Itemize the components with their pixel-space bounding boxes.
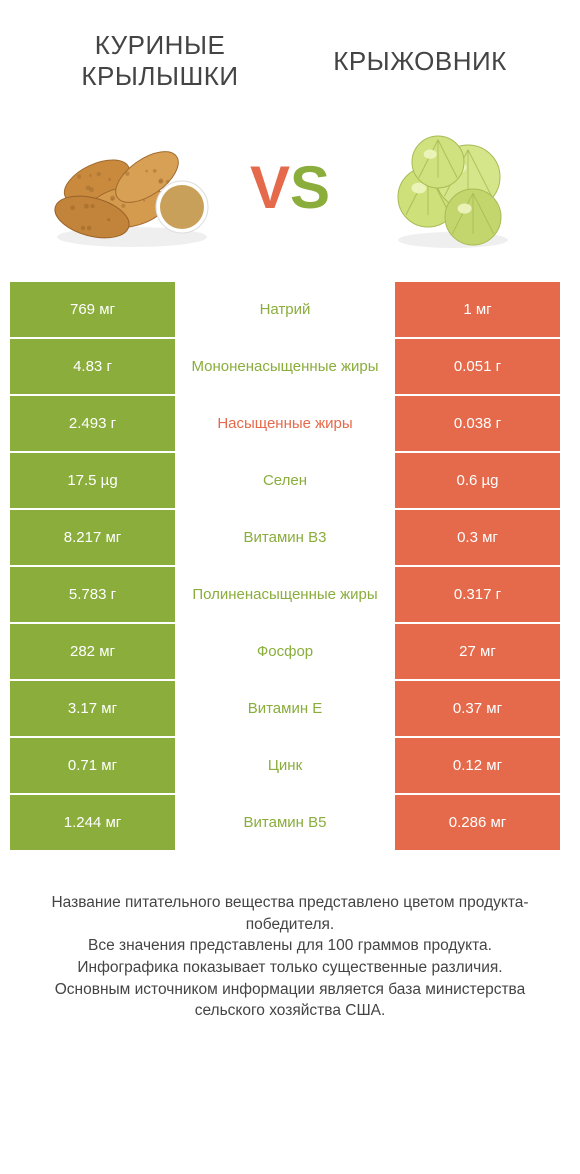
- footer-notes: Название питательного вещества представл…: [0, 852, 580, 1022]
- comparison-table: 769 мгНатрий1 мг4.83 гМононенасыщенные ж…: [0, 282, 580, 850]
- vs-v-letter: V: [250, 154, 290, 221]
- nutrient-name: Насыщенные жиры: [175, 396, 395, 451]
- table-row: 8.217 мгВитамин B30.3 мг: [10, 510, 570, 565]
- nutrient-name: Селен: [175, 453, 395, 508]
- table-row: 2.493 гНасыщенные жиры0.038 г: [10, 396, 570, 451]
- vs-s-letter: S: [290, 154, 330, 221]
- left-value: 282 мг: [10, 624, 175, 679]
- nutrient-name: Натрий: [175, 282, 395, 337]
- gooseberry-image: [363, 122, 533, 252]
- left-value: 17.5 µg: [10, 453, 175, 508]
- left-value: 3.17 мг: [10, 681, 175, 736]
- right-value: 27 мг: [395, 624, 560, 679]
- nutrient-name: Витамин B3: [175, 510, 395, 565]
- nutrient-name: Фосфор: [175, 624, 395, 679]
- footer-line: Основным источником информации является …: [20, 979, 560, 1022]
- right-value: 0.6 µg: [395, 453, 560, 508]
- right-food-title: КРЫЖОВНИК: [290, 46, 550, 77]
- vs-label: VS: [250, 153, 330, 222]
- footer-line: Все значения представлены для 100 граммо…: [20, 935, 560, 957]
- nutrient-name: Цинк: [175, 738, 395, 793]
- left-value: 8.217 мг: [10, 510, 175, 565]
- left-value: 5.783 г: [10, 567, 175, 622]
- table-row: 5.783 гПолиненасыщенные жиры0.317 г: [10, 567, 570, 622]
- header: КУРИНЫЕ КРЫЛЫШКИ КРЫЖОВНИК: [0, 0, 580, 102]
- left-value: 1.244 мг: [10, 795, 175, 850]
- nutrient-name: Мононенасыщенные жиры: [175, 339, 395, 394]
- images-row: VS: [0, 102, 580, 282]
- footer-line: Название питательного вещества представл…: [20, 892, 560, 935]
- table-row: 1.244 мгВитамин B50.286 мг: [10, 795, 570, 850]
- left-value: 0.71 мг: [10, 738, 175, 793]
- right-value: 0.37 мг: [395, 681, 560, 736]
- right-value: 0.317 г: [395, 567, 560, 622]
- right-value: 0.3 мг: [395, 510, 560, 565]
- right-value: 0.051 г: [395, 339, 560, 394]
- left-value: 2.493 г: [10, 396, 175, 451]
- left-value: 4.83 г: [10, 339, 175, 394]
- chicken-wings-image: [47, 122, 217, 252]
- right-value: 0.286 мг: [395, 795, 560, 850]
- nutrient-name: Витамин E: [175, 681, 395, 736]
- nutrient-name: Полиненасыщенные жиры: [175, 567, 395, 622]
- left-food-title: КУРИНЫЕ КРЫЛЫШКИ: [30, 30, 290, 92]
- footer-line: Инфографика показывает только существенн…: [20, 957, 560, 979]
- table-row: 4.83 гМононенасыщенные жиры0.051 г: [10, 339, 570, 394]
- right-value: 1 мг: [395, 282, 560, 337]
- left-value: 769 мг: [10, 282, 175, 337]
- table-row: 0.71 мгЦинк0.12 мг: [10, 738, 570, 793]
- table-row: 3.17 мгВитамин E0.37 мг: [10, 681, 570, 736]
- nutrient-name: Витамин B5: [175, 795, 395, 850]
- table-row: 282 мгФосфор27 мг: [10, 624, 570, 679]
- table-row: 17.5 µgСелен0.6 µg: [10, 453, 570, 508]
- right-value: 0.12 мг: [395, 738, 560, 793]
- right-value: 0.038 г: [395, 396, 560, 451]
- table-row: 769 мгНатрий1 мг: [10, 282, 570, 337]
